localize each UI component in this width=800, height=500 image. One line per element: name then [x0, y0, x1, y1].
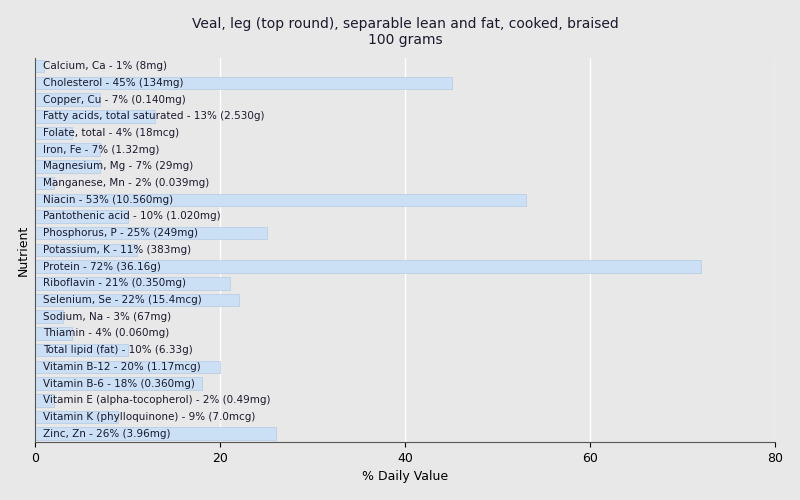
Bar — [35, 277, 230, 289]
Bar — [35, 76, 451, 89]
Text: Copper, Cu - 7% (0.140mg): Copper, Cu - 7% (0.140mg) — [42, 94, 186, 104]
Bar — [35, 310, 63, 323]
Y-axis label: Nutrient: Nutrient — [17, 224, 30, 276]
Text: Thiamin - 4% (0.060mg): Thiamin - 4% (0.060mg) — [42, 328, 169, 338]
X-axis label: % Daily Value: % Daily Value — [362, 470, 448, 484]
Text: Folate, total - 4% (18mcg): Folate, total - 4% (18mcg) — [42, 128, 178, 138]
Text: Pantothenic acid - 10% (1.020mg): Pantothenic acid - 10% (1.020mg) — [42, 212, 220, 222]
Text: Sodium, Na - 3% (67mg): Sodium, Na - 3% (67mg) — [42, 312, 170, 322]
Bar — [35, 394, 54, 406]
Text: Fatty acids, total saturated - 13% (2.530g): Fatty acids, total saturated - 13% (2.53… — [42, 111, 264, 121]
Bar — [35, 110, 155, 122]
Text: Magnesium, Mg - 7% (29mg): Magnesium, Mg - 7% (29mg) — [42, 162, 193, 172]
Bar — [35, 126, 72, 139]
Bar — [35, 360, 220, 373]
Bar — [35, 327, 72, 340]
Bar — [35, 177, 54, 190]
Text: Phosphorus, P - 25% (249mg): Phosphorus, P - 25% (249mg) — [42, 228, 198, 238]
Bar — [35, 210, 128, 223]
Text: Zinc, Zn - 26% (3.96mg): Zinc, Zn - 26% (3.96mg) — [42, 428, 170, 438]
Title: Veal, leg (top round), separable lean and fat, cooked, braised
100 grams: Veal, leg (top round), separable lean an… — [192, 16, 618, 47]
Bar — [35, 410, 118, 424]
Bar — [35, 227, 266, 239]
Text: Riboflavin - 21% (0.350mg): Riboflavin - 21% (0.350mg) — [42, 278, 186, 288]
Bar — [35, 378, 202, 390]
Text: Calcium, Ca - 1% (8mg): Calcium, Ca - 1% (8mg) — [42, 61, 166, 71]
Bar — [35, 194, 526, 206]
Text: Vitamin K (phylloquinone) - 9% (7.0mcg): Vitamin K (phylloquinone) - 9% (7.0mcg) — [42, 412, 255, 422]
Text: Vitamin B-6 - 18% (0.360mg): Vitamin B-6 - 18% (0.360mg) — [42, 378, 194, 388]
Text: Selenium, Se - 22% (15.4mcg): Selenium, Se - 22% (15.4mcg) — [42, 295, 202, 305]
Bar — [35, 244, 137, 256]
Text: Potassium, K - 11% (383mg): Potassium, K - 11% (383mg) — [42, 245, 190, 255]
Bar — [35, 428, 276, 440]
Text: Protein - 72% (36.16g): Protein - 72% (36.16g) — [42, 262, 161, 272]
Bar — [35, 94, 100, 106]
Text: Manganese, Mn - 2% (0.039mg): Manganese, Mn - 2% (0.039mg) — [42, 178, 209, 188]
Bar — [35, 160, 100, 172]
Bar — [35, 144, 100, 156]
Bar — [35, 260, 702, 273]
Text: Iron, Fe - 7% (1.32mg): Iron, Fe - 7% (1.32mg) — [42, 144, 159, 154]
Bar — [35, 60, 45, 72]
Text: Niacin - 53% (10.560mg): Niacin - 53% (10.560mg) — [42, 195, 173, 205]
Text: Vitamin B-12 - 20% (1.17mcg): Vitamin B-12 - 20% (1.17mcg) — [42, 362, 200, 372]
Bar — [35, 294, 238, 306]
Text: Total lipid (fat) - 10% (6.33g): Total lipid (fat) - 10% (6.33g) — [42, 345, 192, 355]
Text: Cholesterol - 45% (134mg): Cholesterol - 45% (134mg) — [42, 78, 183, 88]
Text: Vitamin E (alpha-tocopherol) - 2% (0.49mg): Vitamin E (alpha-tocopherol) - 2% (0.49m… — [42, 396, 270, 406]
Bar — [35, 344, 128, 356]
